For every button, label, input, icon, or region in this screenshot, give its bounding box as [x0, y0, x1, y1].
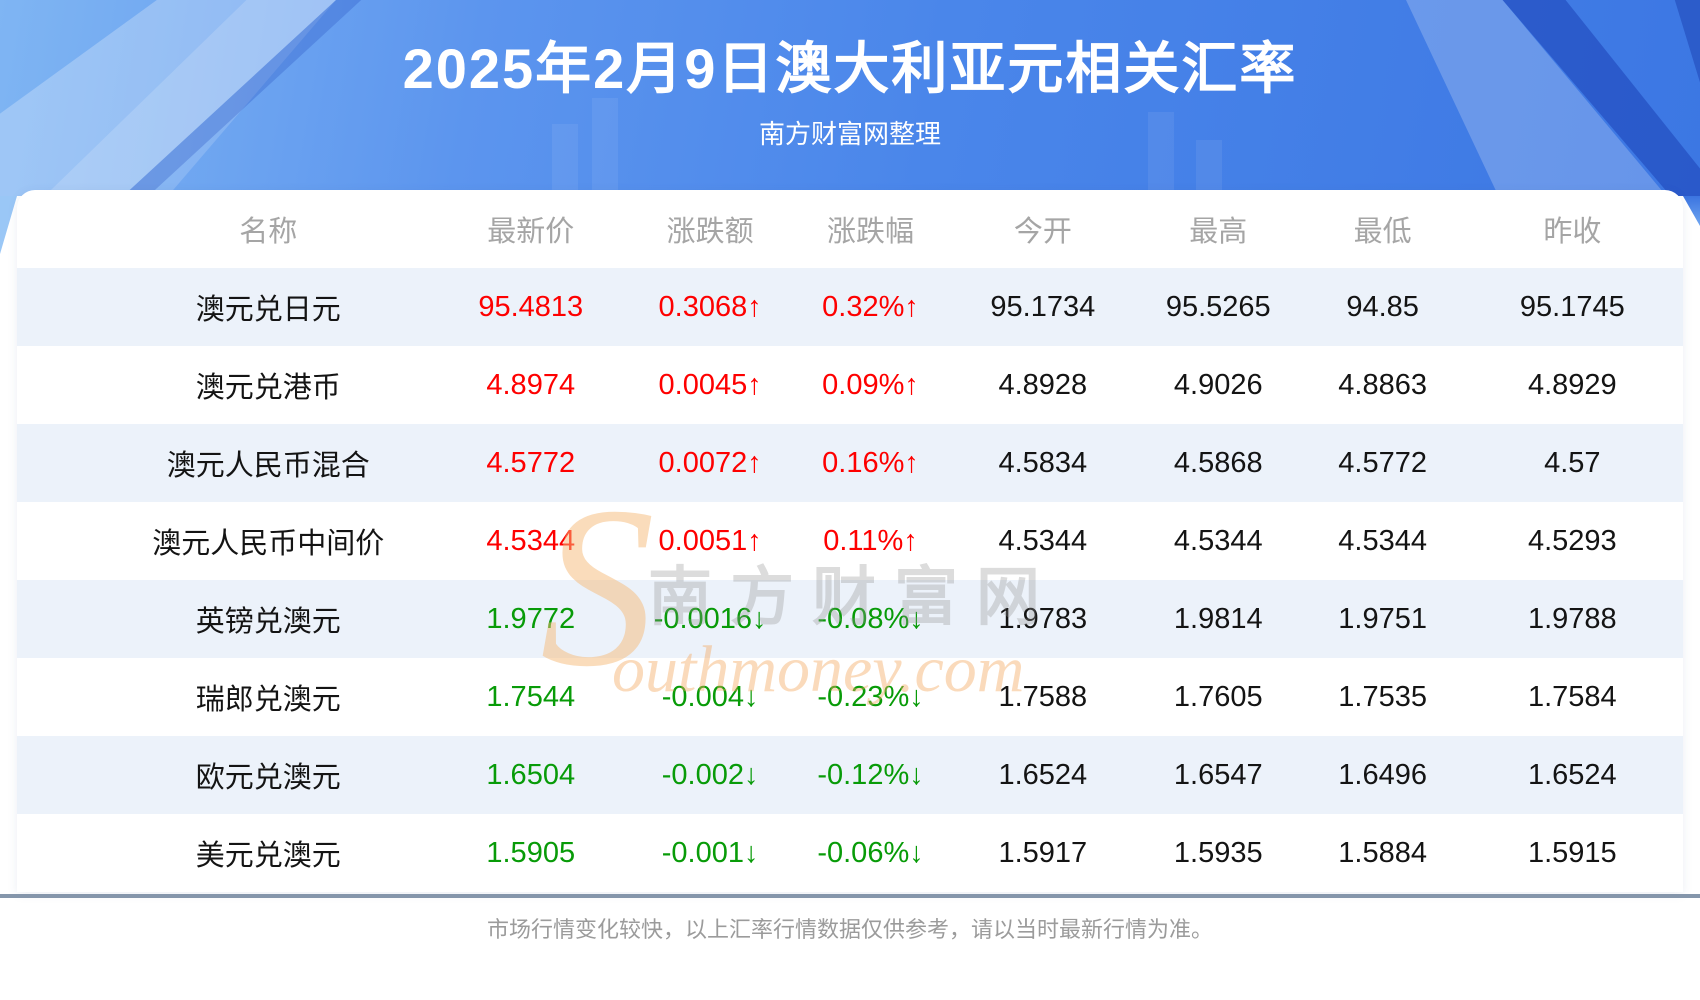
cell-open: 4.5834: [998, 446, 1088, 479]
cell-last: 1.5905: [486, 836, 576, 869]
column-header: 名称: [239, 216, 298, 248]
table-row: 美元兑澳元 1.5905 -0.001↓ -0.06%↓ 1.5917 1.5935 1.5…: [17, 814, 1683, 892]
decor-right-wedge: [1683, 196, 1700, 226]
decor-chart-bar: [1196, 140, 1222, 196]
table-row: 澳元兑日元 95.4813 0.3068↑ 0.32%↑ 95.1734 95.5265 9…: [17, 268, 1683, 346]
cell-pct: 0.11%↑: [823, 524, 918, 557]
cell-open: 4.5344: [998, 524, 1088, 557]
cell-low: 1.5884: [1338, 836, 1427, 869]
cell-high: 95.5265: [1165, 290, 1271, 323]
cell-change: -0.002↓: [661, 758, 759, 791]
column-header: 今开: [1013, 216, 1072, 248]
cell-low: 94.85: [1346, 290, 1419, 323]
footer-disclaimer: 市场行情变化较快，以上汇率行情数据仅供参考，请以当时最新行情为准。: [486, 917, 1213, 942]
cell-low: 1.7535: [1338, 680, 1427, 713]
table-row: 澳元人民币混合 4.5772 0.0072↑ 0.16%↑ 4.5834 4.5868 4.…: [17, 424, 1683, 502]
cell-pct: -0.08%↓: [817, 602, 924, 635]
cell-open: 1.7588: [998, 680, 1088, 713]
cell-prev: 4.57: [1544, 446, 1601, 479]
cell-low: 1.6496: [1338, 758, 1427, 791]
cell-open: 1.9783: [998, 602, 1088, 635]
cell-high: 4.5344: [1173, 524, 1263, 557]
cell-prev: 4.5293: [1527, 524, 1617, 557]
decor-left-wedge: [0, 196, 17, 254]
cell-prev: 1.9788: [1527, 602, 1617, 635]
column-header: 最新价: [487, 216, 575, 248]
cell-open: 4.8928: [998, 368, 1088, 401]
cell-open: 1.6524: [998, 758, 1088, 791]
pair-name: 瑞郎兑澳元: [195, 684, 341, 716]
pair-name: 澳元兑港币: [195, 372, 341, 404]
page-title: 2025年2月9日澳大利亚元相关汇率: [402, 37, 1298, 100]
cell-pct: -0.12%↓: [817, 758, 924, 791]
cell-change: 0.0045↑: [658, 368, 762, 401]
cell-change: -0.004↓: [661, 680, 759, 713]
cell-last: 4.8974: [486, 368, 576, 401]
rates-table: 名称 最新价 涨跌额 涨跌幅 今开 最高 最低 昨收 澳元兑日元 95.4813 0.3068↑ 0…: [17, 190, 1683, 892]
pair-name: 英镑兑澳元: [195, 606, 341, 638]
cell-high: 4.5868: [1173, 446, 1263, 479]
cell-pct: 0.16%↑: [822, 446, 919, 479]
table-row: 澳元兑港币 4.8974 0.0045↑ 0.09%↑ 4.8928 4.9026 4.88…: [17, 346, 1683, 424]
column-header: 昨收: [1543, 216, 1602, 248]
cell-open: 95.1734: [990, 290, 1096, 323]
pair-name: 澳元人民币中间价: [152, 528, 385, 560]
cell-change: 0.0051↑: [658, 524, 762, 557]
column-header: 涨跌额: [666, 216, 754, 248]
cell-high: 1.7605: [1173, 680, 1263, 713]
cell-last: 95.4813: [478, 290, 584, 323]
column-header: 最低: [1353, 216, 1412, 248]
header-row: 名称 最新价 涨跌额 涨跌幅 今开 最高 最低 昨收: [17, 190, 1683, 268]
rates-table-body: 澳元兑日元 95.4813 0.3068↑ 0.32%↑ 95.1734 95.5265 9…: [17, 268, 1683, 892]
cell-low: 4.5772: [1338, 446, 1427, 479]
pair-name: 澳元兑日元: [195, 294, 341, 326]
decor-right-structure: [1280, 0, 1700, 196]
decor-chart-bar: [592, 98, 618, 196]
cell-open: 1.5917: [998, 836, 1088, 869]
cell-change: 0.3068↑: [658, 290, 762, 323]
cell-prev: 1.6524: [1527, 758, 1617, 791]
cell-high: 4.9026: [1173, 368, 1263, 401]
cell-high: 1.5935: [1173, 836, 1263, 869]
cell-high: 1.9814: [1173, 602, 1263, 635]
cell-change: 0.0072↑: [658, 446, 762, 479]
rates-card: 名称 最新价 涨跌额 涨跌幅 今开 最高 最低 昨收 澳元兑日元 95.4813 0.3068↑ 0…: [17, 190, 1683, 892]
table-row: 澳元人民币中间价 4.5344 0.0051↑ 0.11%↑ 4.5344 4.5344 4…: [17, 502, 1683, 580]
cell-prev: 1.5915: [1527, 836, 1617, 869]
cell-last: 4.5772: [486, 446, 576, 479]
cell-low: 4.5344: [1338, 524, 1427, 557]
table-row: 英镑兑澳元 1.9772 -0.0016↓ -0.08%↓ 1.9783 1.9814 1.…: [17, 580, 1683, 658]
cell-pct: -0.06%↓: [817, 836, 924, 869]
cell-pct: 0.32%↑: [822, 290, 919, 323]
rates-table-head: 名称 最新价 涨跌额 涨跌幅 今开 最高 最低 昨收: [17, 190, 1683, 268]
cell-high: 1.6547: [1173, 758, 1263, 791]
decor-left-structure: [0, 0, 560, 196]
cell-change: -0.001↓: [661, 836, 759, 869]
cell-prev: 95.1745: [1519, 290, 1625, 323]
cell-prev: 4.8929: [1527, 368, 1617, 401]
cell-last: 1.7544: [486, 680, 576, 713]
page-subtitle: 南方财富网整理: [758, 119, 941, 149]
cell-change: -0.0016↓: [653, 602, 767, 635]
cell-pct: 0.09%↑: [822, 368, 919, 401]
cell-last: 1.9772: [486, 602, 576, 635]
column-header: 涨跌幅: [827, 216, 915, 248]
pair-name: 美元兑澳元: [195, 840, 341, 872]
table-row: 瑞郎兑澳元 1.7544 -0.004↓ -0.23%↓ 1.7588 1.7605 1.7…: [17, 658, 1683, 736]
cell-low: 1.9751: [1338, 602, 1427, 635]
cell-last: 1.6504: [486, 758, 576, 791]
cell-prev: 1.7584: [1527, 680, 1617, 713]
bottom-divider-line: [0, 894, 1700, 898]
decor-chart-bar: [1148, 112, 1174, 196]
cell-last: 4.5344: [486, 524, 576, 557]
pair-name: 澳元人民币混合: [166, 450, 370, 482]
column-header: 最高: [1189, 216, 1248, 248]
hero-banner: 2025年2月9日澳大利亚元相关汇率 南方财富网整理: [0, 0, 1700, 196]
cell-low: 4.8863: [1338, 368, 1427, 401]
decor-chart-bar: [552, 124, 578, 196]
cell-pct: -0.23%↓: [817, 680, 924, 713]
table-row: 欧元兑澳元 1.6504 -0.002↓ -0.12%↓ 1.6524 1.6547 1.6…: [17, 736, 1683, 814]
pair-name: 欧元兑澳元: [195, 762, 341, 794]
